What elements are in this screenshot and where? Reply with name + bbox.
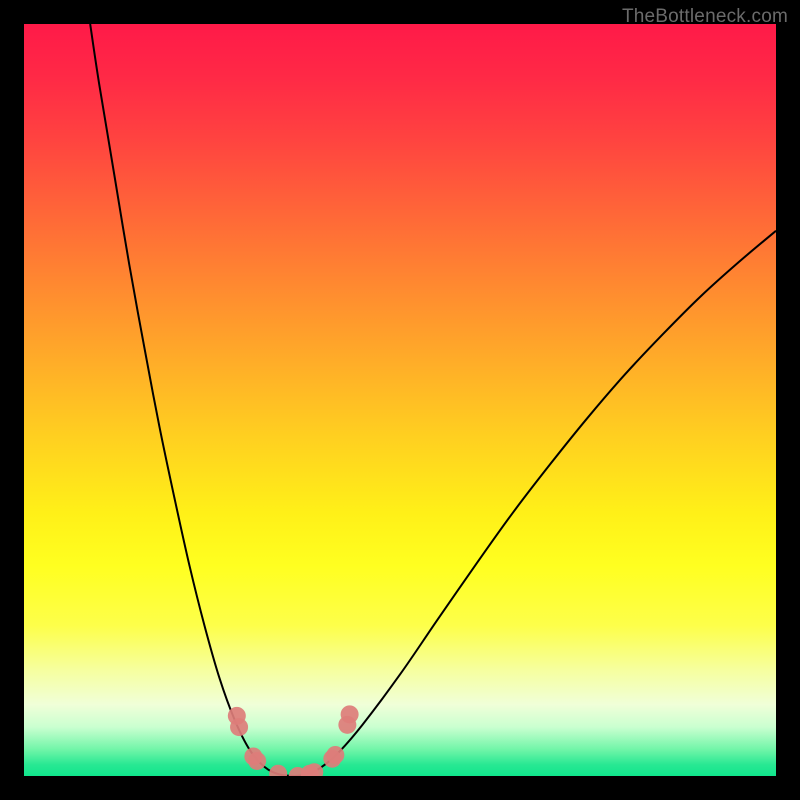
data-marker: [341, 705, 359, 723]
plot-area: [24, 24, 776, 776]
chart-background: [24, 24, 776, 776]
bottleneck-chart: [24, 24, 776, 776]
data-marker: [230, 718, 248, 736]
data-marker: [248, 752, 266, 770]
data-marker: [326, 746, 344, 764]
plot-frame: [24, 24, 776, 776]
